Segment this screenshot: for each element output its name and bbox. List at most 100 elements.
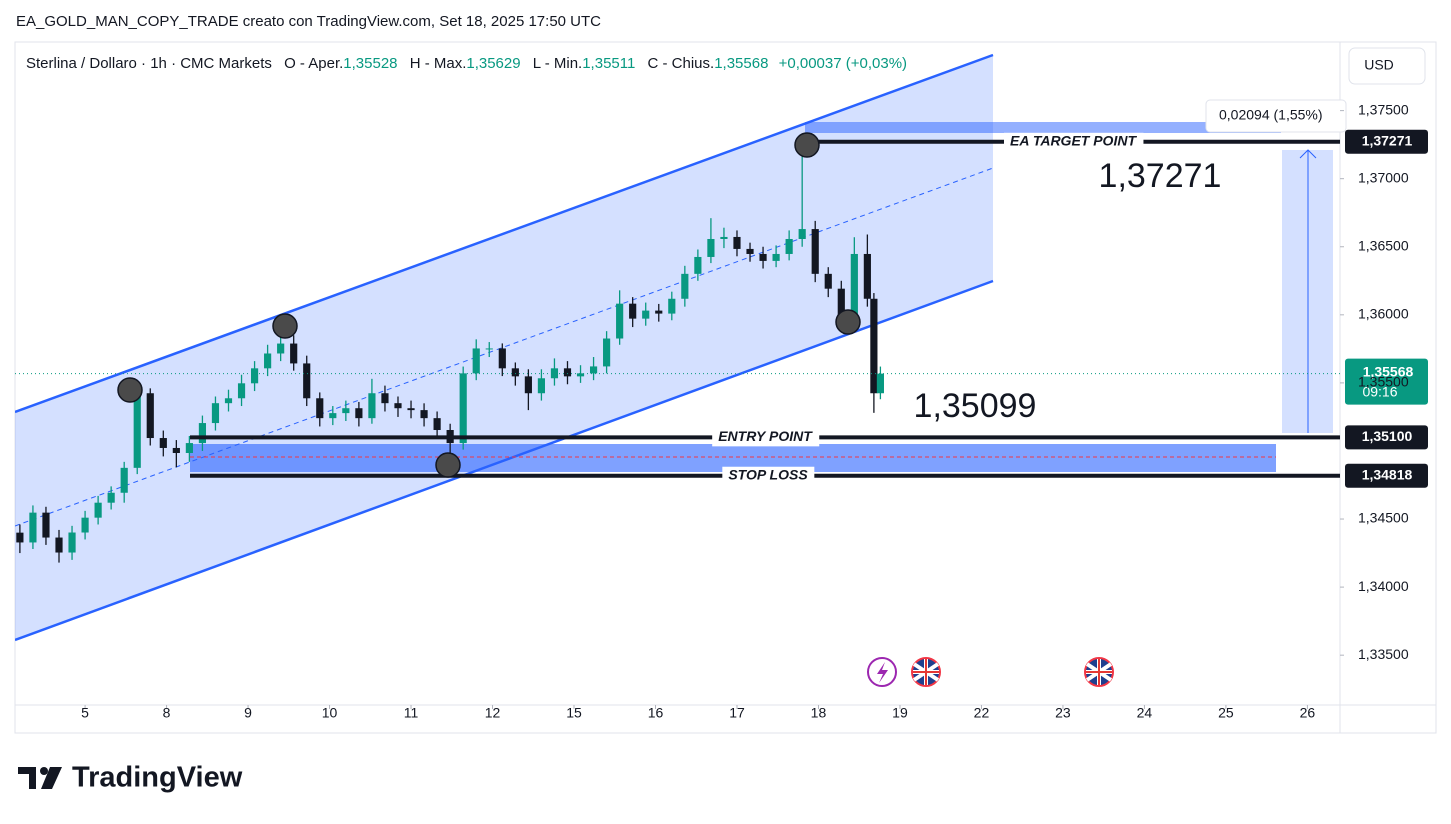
x-tick-label: 5 [81, 705, 89, 721]
level-name: EA TARGET POINT [1010, 132, 1137, 148]
candle-body [603, 338, 611, 367]
last-price-countdown: 09:16 [1362, 383, 1397, 399]
x-tick-label: 26 [1300, 705, 1316, 721]
drawings [15, 53, 1333, 642]
currency[interactable]: USD [1364, 57, 1394, 73]
brand-logo [18, 767, 62, 789]
candle-body [107, 492, 115, 503]
candle-body [42, 512, 50, 538]
channel-fill [15, 55, 993, 640]
candle-body [837, 288, 845, 317]
pivot-marker [835, 309, 861, 335]
candle-body [616, 303, 624, 339]
flag-cross [913, 659, 939, 685]
candle-body [329, 413, 337, 419]
level-name-bg [722, 466, 815, 485]
ohlc-name: L - Min. [533, 55, 582, 72]
y-tick-label: 1,37000 [1358, 169, 1409, 185]
x-tick-label: 24 [1137, 705, 1153, 721]
level-tag [1345, 425, 1428, 450]
candle-body [420, 410, 428, 419]
candle-body [863, 253, 871, 299]
candle-body [29, 512, 37, 543]
x-tick-label: 17 [729, 705, 745, 721]
candle-body [303, 363, 311, 399]
candle-body [876, 373, 884, 394]
candle-body [511, 368, 519, 377]
candle-body [224, 398, 233, 404]
ohlc-value: 1,35528 [343, 55, 397, 72]
x-tick-label: 9 [244, 705, 252, 721]
x-tick-label: 23 [1055, 705, 1071, 721]
y-tick-label: 1,34000 [1358, 578, 1409, 594]
brand-name: TradingView [72, 762, 243, 794]
x-tick-label: 22 [974, 705, 990, 721]
candle-body [237, 383, 246, 399]
candle-body [381, 393, 389, 404]
candle-body [16, 532, 24, 543]
channel-upper [15, 53, 994, 414]
candle-body [563, 368, 572, 377]
x-tick-label: 11 [404, 705, 419, 721]
candle-body [589, 366, 598, 374]
candle-body [355, 408, 363, 419]
channel-mid [15, 167, 994, 527]
flag-cross [1086, 659, 1112, 685]
candle-body [772, 253, 780, 261]
level-tag-label: 1,35100 [1362, 428, 1413, 444]
legend-line: Sterlina / Dollaro · 1h · CMC Markets O … [26, 55, 907, 72]
candle-body [198, 423, 207, 444]
x-tick-label: 15 [566, 705, 582, 721]
ohlc-value: 1,35568 [714, 55, 768, 72]
candle-body [146, 393, 154, 439]
candle-body [68, 532, 76, 553]
ohlc-value: 1,35511 [582, 55, 635, 72]
x-tick-label: 19 [892, 705, 908, 721]
candle-body [642, 310, 650, 319]
candle-body [629, 303, 637, 319]
header: EA_GOLD_MAN_COPY_TRADE creato con Tradin… [16, 13, 601, 30]
candle-body [159, 438, 167, 448]
candle-body [733, 236, 741, 249]
level-name-bg [1004, 132, 1144, 151]
ohlc-name: O - Aper. [284, 55, 343, 72]
y-tick-label: 1,34500 [1358, 510, 1409, 526]
candle-body [277, 343, 285, 354]
candles [16, 141, 884, 563]
candle-body [576, 373, 585, 377]
y-tick-label: 1,35500 [1358, 374, 1409, 390]
x-tick-label: 16 [648, 705, 664, 721]
x-tick-label: 10 [322, 705, 338, 721]
candle-body [720, 236, 728, 239]
event-bolt [877, 662, 888, 683]
last-price-label: 1,35568 [1363, 363, 1414, 379]
x-tick-label: 18 [811, 705, 827, 721]
overlay: 1,35568 09:16 EA TARGET POINT 1,37271 ENTRY … [15, 129, 1428, 488]
target-zone [805, 122, 1281, 133]
candle-body [498, 348, 506, 369]
currency-button[interactable] [1348, 47, 1426, 85]
last-price-tag [1345, 358, 1428, 405]
brand: TradingView [18, 762, 243, 794]
ohlc-name: H - Max. [410, 55, 467, 72]
candle-body [290, 343, 298, 364]
x-tick-label: 8 [163, 705, 171, 721]
legend: Sterlina / Dollaro · 1h · CMC Markets O … [26, 55, 907, 72]
candle-body [655, 310, 663, 314]
candle-body [746, 248, 754, 254]
measure-label-box [1205, 99, 1347, 133]
candle-body [172, 447, 180, 454]
candle-body [870, 298, 878, 394]
level-name: ENTRY POINT [718, 428, 813, 444]
y-tick-label: 1,33500 [1358, 646, 1409, 662]
candle-body [264, 353, 272, 369]
level-tag-label: 1,34818 [1362, 466, 1413, 482]
pivot-marker [272, 313, 298, 339]
level-name-bg [712, 428, 820, 447]
candle-body [133, 393, 141, 468]
brand-logo-dot [40, 767, 48, 775]
pivot-marker [794, 132, 820, 158]
candle-body [681, 273, 689, 299]
